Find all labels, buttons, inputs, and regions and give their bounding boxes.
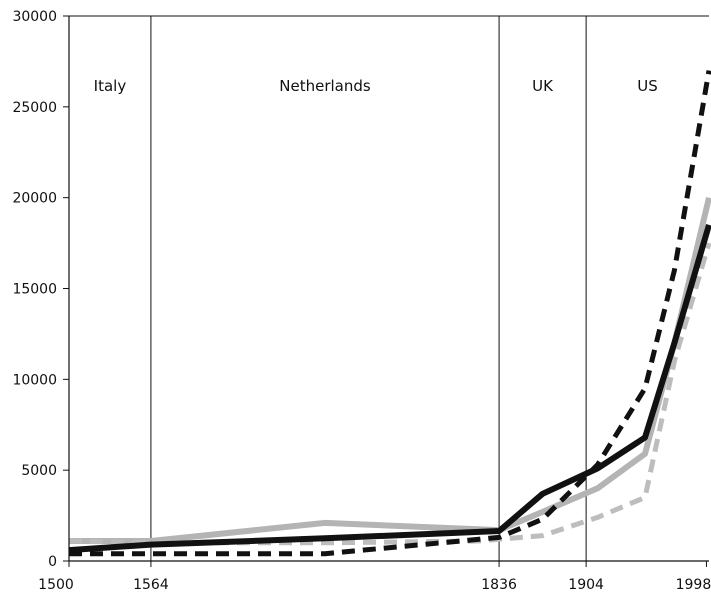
series-lines bbox=[68, 70, 711, 557]
y-tick-label: 25000 bbox=[12, 100, 57, 116]
x-tick-label: 1564 bbox=[133, 577, 169, 593]
era-dividers bbox=[150, 16, 587, 561]
y-tick-label: 20000 bbox=[12, 191, 57, 207]
series-line bbox=[68, 224, 711, 554]
y-tick-label: 10000 bbox=[12, 372, 57, 388]
era-label: Netherlands bbox=[279, 77, 371, 95]
era-labels: Italy Netherlands UK US bbox=[94, 77, 658, 95]
x-tick-label: 1998 bbox=[676, 577, 711, 593]
era-label: US bbox=[637, 77, 658, 95]
y-tick-label: 0 bbox=[48, 554, 57, 570]
x-tick-label: 1500 bbox=[38, 577, 74, 593]
series-line bbox=[69, 70, 711, 557]
x-tick-label: 1836 bbox=[481, 577, 517, 593]
era-label: UK bbox=[532, 77, 554, 95]
y-axis-ticks: 0 5000 10000 15000 20000 25000 30000 bbox=[12, 9, 69, 570]
y-tick-label: 30000 bbox=[12, 9, 57, 25]
era-label: Italy bbox=[94, 77, 127, 95]
y-tick-label: 5000 bbox=[21, 463, 57, 479]
series-line bbox=[69, 197, 711, 544]
y-tick-label: 15000 bbox=[12, 282, 57, 298]
x-tick-label: 1904 bbox=[568, 577, 604, 593]
series-line bbox=[68, 242, 711, 546]
x-axis-ticks: 1500 1564 1836 1904 1998 bbox=[38, 561, 711, 593]
